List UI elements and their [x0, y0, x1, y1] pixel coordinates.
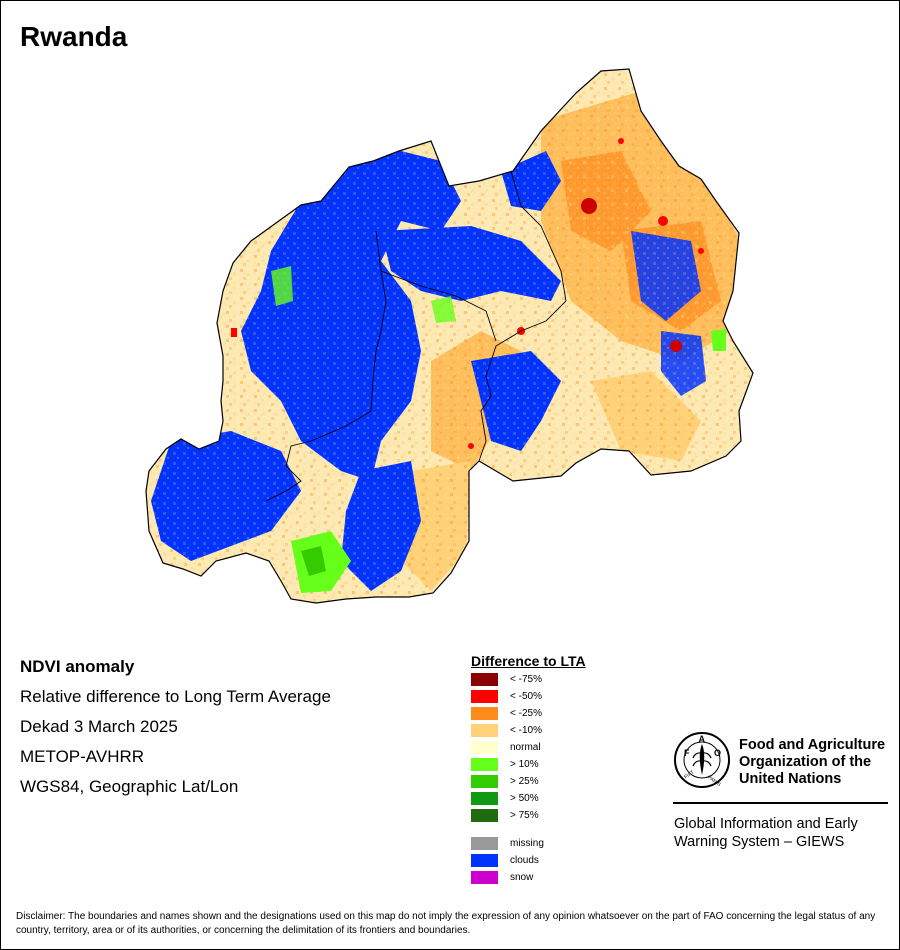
legend-label: > 50% — [510, 793, 539, 804]
legend-swatch — [471, 673, 498, 686]
org-name-line-2: Organization of the — [739, 754, 872, 770]
svg-text:A: A — [699, 734, 706, 744]
legend-swatch — [471, 741, 498, 754]
org-name-line-1: Food and Agriculture — [739, 737, 886, 753]
legend-swatch — [471, 809, 498, 822]
province-boundaries — [265, 170, 567, 502]
giews-line-1: Global Information and Early — [674, 816, 858, 832]
legend-swatch — [471, 724, 498, 737]
disclaimer: Disclaimer: The boundaries and names sho… — [16, 911, 876, 936]
svg-text:FIAT: FIAT — [683, 769, 695, 780]
giews-line-2: Warning System – GIEWS — [674, 834, 845, 850]
fao-logo-icon: F A O FIAT PANIS — [674, 732, 730, 788]
legend-label: < -50% — [510, 691, 542, 702]
fao-logo-letters: F — [684, 748, 690, 758]
info-projection: WGS84, Geographic Lat/Lon — [20, 777, 239, 796]
legend-swatch — [471, 837, 498, 850]
legend-label: > 75% — [510, 810, 539, 821]
legend-swatch — [471, 690, 498, 703]
legend-swatch — [471, 775, 498, 788]
info-subtitle: Relative difference to Long Term Average — [20, 687, 331, 706]
info-sensor: METOP-AVHRR — [20, 747, 145, 766]
divider — [673, 802, 888, 804]
legend-label: missing — [510, 838, 544, 849]
info-period: Dekad 3 March 2025 — [20, 717, 178, 736]
ndvi-raster — [146, 69, 753, 603]
legend-swatch — [471, 854, 498, 867]
legend-label: < -75% — [510, 674, 542, 685]
legend-swatch — [471, 871, 498, 884]
rwanda-ndvi-map — [145, 68, 754, 604]
legend-label: > 25% — [510, 776, 539, 787]
legend-label: > 10% — [510, 759, 539, 770]
legend-title: Difference to LTA — [471, 653, 586, 669]
info-title: NDVI anomaly — [20, 657, 135, 676]
map-title: Rwanda — [20, 21, 128, 52]
legend-label: < -10% — [510, 725, 542, 736]
legend-label: normal — [510, 742, 541, 753]
lake-island-marker — [231, 328, 237, 337]
org-name-line-3: United Nations — [739, 771, 842, 787]
legend-label: < -25% — [510, 708, 542, 719]
legend-swatch — [471, 707, 498, 720]
legend-label: snow — [510, 872, 534, 883]
svg-text:O: O — [714, 748, 721, 758]
legend-label: clouds — [510, 855, 539, 866]
legend-swatch — [471, 758, 498, 771]
legend-swatch — [471, 792, 498, 805]
